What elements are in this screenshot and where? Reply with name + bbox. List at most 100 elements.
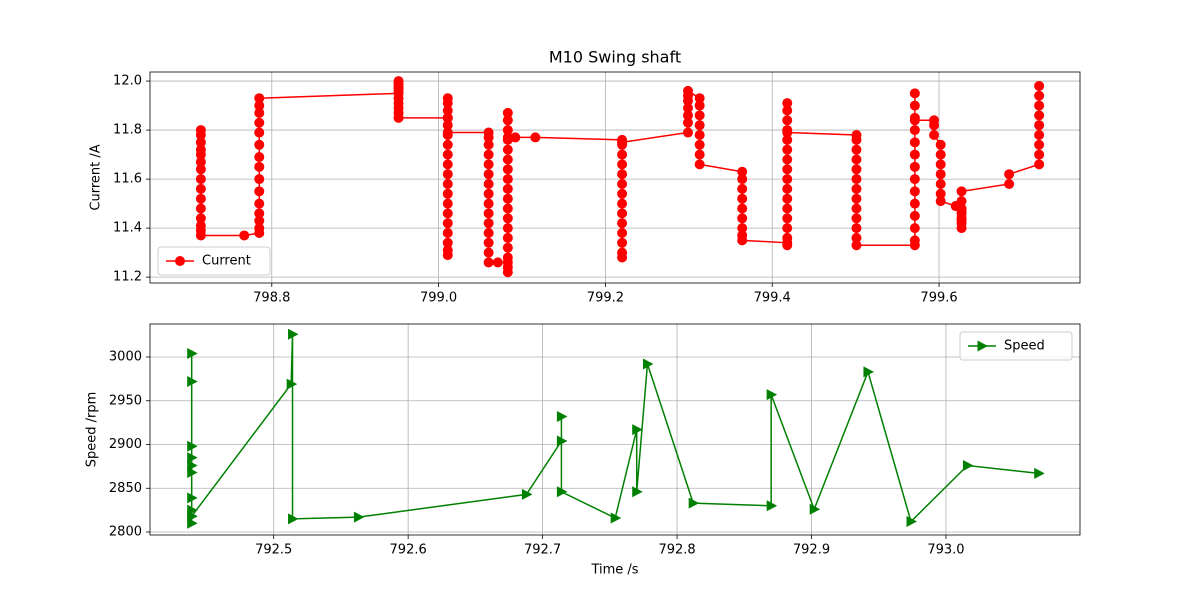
marker bbox=[617, 228, 628, 239]
marker bbox=[617, 178, 628, 189]
marker bbox=[782, 164, 793, 175]
marker bbox=[909, 174, 920, 185]
marker bbox=[502, 193, 513, 204]
marker bbox=[442, 198, 453, 209]
marker bbox=[195, 164, 206, 175]
marker bbox=[530, 132, 541, 143]
marker bbox=[187, 510, 198, 522]
marker bbox=[502, 164, 513, 175]
marker bbox=[254, 186, 265, 197]
marker bbox=[254, 139, 265, 150]
marker bbox=[195, 203, 206, 214]
marker bbox=[851, 193, 862, 204]
marker bbox=[502, 125, 513, 136]
x-tick-label: 792.5 bbox=[255, 543, 292, 558]
marker bbox=[694, 159, 705, 170]
marker bbox=[935, 196, 946, 207]
marker bbox=[909, 161, 920, 172]
marker bbox=[254, 117, 265, 128]
marker bbox=[442, 228, 453, 239]
marker bbox=[632, 424, 643, 436]
marker bbox=[353, 511, 365, 523]
marker bbox=[187, 517, 198, 529]
x-tick-label: 799.6 bbox=[920, 291, 957, 306]
marker bbox=[254, 152, 265, 163]
marker bbox=[1004, 169, 1015, 180]
marker bbox=[502, 252, 513, 263]
legend-box bbox=[959, 331, 1073, 361]
marker bbox=[254, 107, 265, 118]
marker bbox=[254, 127, 265, 138]
y-tick-label: 12.0 bbox=[113, 74, 142, 89]
marker bbox=[962, 460, 974, 472]
chart-title: M10 Swing shaft bbox=[549, 48, 681, 67]
marker bbox=[502, 174, 513, 185]
marker bbox=[442, 127, 453, 138]
marker bbox=[502, 107, 513, 118]
marker bbox=[782, 134, 793, 145]
marker bbox=[254, 223, 265, 234]
marker bbox=[909, 186, 920, 197]
marker bbox=[483, 188, 494, 199]
marker bbox=[195, 156, 206, 167]
marker bbox=[632, 486, 643, 498]
marker bbox=[286, 378, 298, 390]
marker bbox=[195, 193, 206, 204]
marker bbox=[782, 144, 793, 155]
x-axis-label: Time /s bbox=[590, 563, 638, 578]
marker bbox=[483, 149, 494, 160]
marker bbox=[909, 125, 920, 136]
marker bbox=[782, 154, 793, 165]
marker bbox=[682, 117, 693, 128]
marker bbox=[737, 213, 748, 224]
marker bbox=[617, 198, 628, 209]
marker bbox=[909, 223, 920, 234]
y-tick-label: 11.4 bbox=[113, 221, 142, 236]
marker bbox=[442, 149, 453, 160]
marker bbox=[239, 230, 250, 241]
marker bbox=[694, 93, 705, 104]
marker bbox=[1034, 129, 1045, 140]
legend-box bbox=[157, 246, 271, 276]
marker bbox=[483, 237, 494, 248]
marker bbox=[442, 98, 453, 109]
marker bbox=[502, 232, 513, 243]
marker bbox=[483, 257, 494, 268]
y-tick-label: 11.6 bbox=[113, 172, 142, 187]
x-tick-label: 799.2 bbox=[587, 291, 624, 306]
x-tick-label: 792.7 bbox=[524, 543, 561, 558]
marker bbox=[929, 129, 940, 140]
x-tick-label: 798.8 bbox=[253, 291, 290, 306]
marker bbox=[483, 198, 494, 209]
marker bbox=[737, 223, 748, 234]
marker bbox=[483, 247, 494, 258]
marker bbox=[556, 486, 568, 498]
marker bbox=[1034, 100, 1045, 111]
marker bbox=[909, 100, 920, 111]
marker bbox=[617, 159, 628, 170]
marker bbox=[502, 154, 513, 165]
marker bbox=[483, 218, 494, 229]
marker bbox=[863, 366, 874, 378]
marker bbox=[502, 115, 513, 126]
marker bbox=[935, 149, 946, 160]
marker bbox=[782, 127, 793, 138]
marker bbox=[1034, 80, 1045, 91]
marker bbox=[254, 174, 265, 185]
marker bbox=[694, 139, 705, 150]
marker bbox=[502, 242, 513, 253]
marker bbox=[442, 159, 453, 170]
marker bbox=[956, 215, 967, 226]
marker bbox=[502, 144, 513, 155]
marker bbox=[502, 203, 513, 214]
marker bbox=[492, 257, 503, 268]
y-tick-label: 2950 bbox=[109, 393, 142, 408]
marker bbox=[187, 440, 198, 452]
marker bbox=[929, 120, 940, 131]
marker bbox=[483, 139, 494, 150]
marker bbox=[782, 174, 793, 185]
marker bbox=[442, 120, 453, 131]
marker bbox=[187, 375, 198, 387]
marker bbox=[288, 328, 299, 340]
marker bbox=[1034, 120, 1045, 131]
